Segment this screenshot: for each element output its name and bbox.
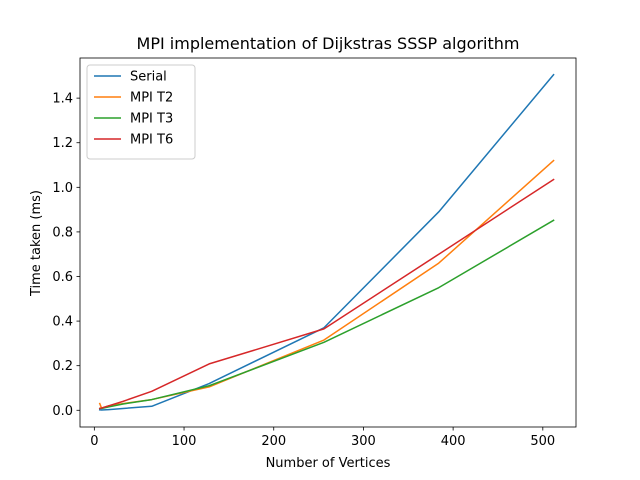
series-line-serial: [98, 73, 555, 411]
y-tick-label: 0.4: [52, 315, 73, 330]
y-tick-label: 0.8: [52, 225, 73, 240]
axes-frame: [79, 57, 577, 428]
y-tick-label: 1.0: [52, 181, 73, 196]
legend-label-serial: Serial: [130, 70, 167, 85]
legend-label-mpi-t2: MPI T2: [130, 91, 173, 106]
x-tick-label: 100: [172, 434, 197, 449]
x-tick-label: 400: [441, 434, 466, 449]
y-tick-label: 0.6: [52, 270, 73, 285]
chart-title: MPI implementation of Dijkstras SSSP alg…: [137, 34, 520, 53]
legend-box: [86, 64, 196, 160]
y-tick-label: 0.2: [52, 359, 73, 374]
legend-label-mpi-t3: MPI T3: [130, 112, 173, 127]
plot-area: 0 100 200 300 400 500 0.0 0.2 0.4 0.6 0.8 1.0 1.2 1.4: [52, 57, 577, 449]
x-tick-label: 300: [351, 434, 376, 449]
y-tick-label: 0.0: [52, 404, 73, 419]
legend-label-mpi-t6: MPI T6: [130, 133, 173, 148]
y-axis-label: Time taken (ms): [29, 190, 44, 297]
x-axis-label: Number of Vertices: [266, 456, 391, 471]
x-tick-label: 500: [530, 434, 555, 449]
legend: Serial MPI T2 MPI T3 MPI T6: [86, 64, 196, 160]
y-tick-label: 1.4: [52, 92, 73, 107]
x-tick-label: 0: [90, 434, 98, 449]
series-line-mpi-t6: [98, 178, 555, 410]
x-tick-label: 200: [261, 434, 286, 449]
y-tick-label: 1.2: [52, 136, 73, 151]
